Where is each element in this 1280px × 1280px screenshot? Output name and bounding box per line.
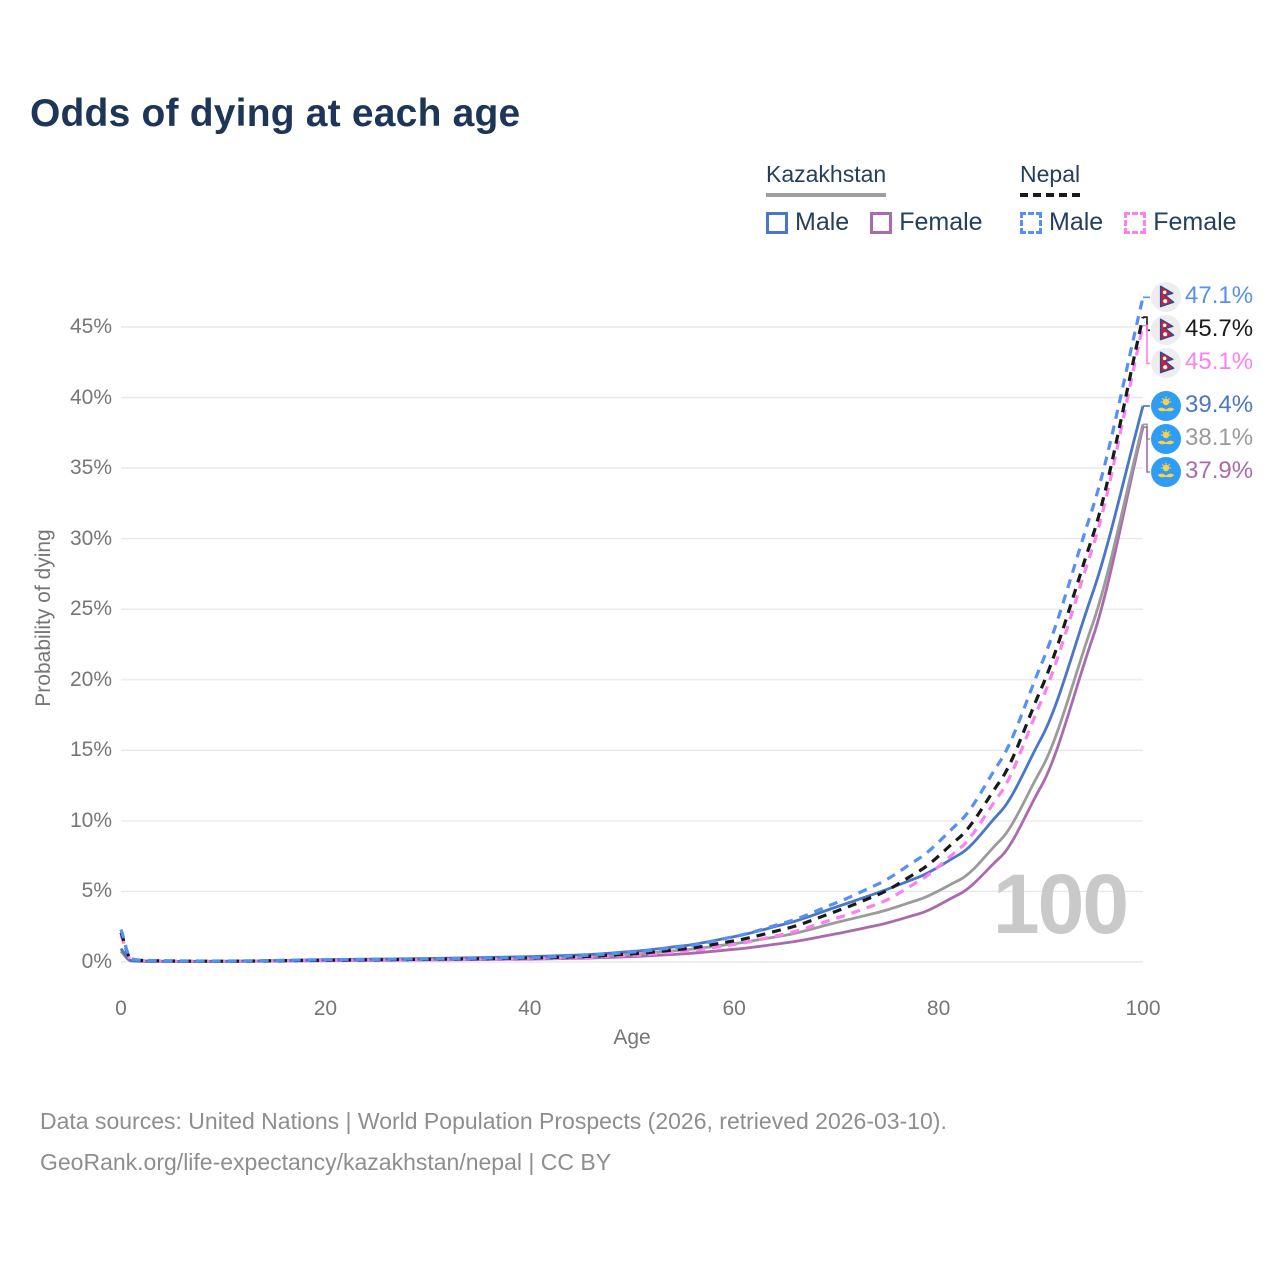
y-tick-label: 10% [69, 808, 112, 832]
end-label-leader [1143, 316, 1150, 332]
kazakhstan-flag-icon [1151, 457, 1181, 487]
attribution-line: GeoRank.org/life-expectancy/kazakhstan/n… [40, 1149, 612, 1175]
legend-country-kazakhstan[interactable]: Kazakhstan [766, 161, 887, 197]
y-tick-label: 0% [81, 950, 112, 973]
x-axis-title: Age [613, 1026, 651, 1049]
chart-title: Odds of dying at each age [30, 92, 521, 135]
end-label-leader [1143, 426, 1150, 473]
kazakhstan-flag-icon [1151, 391, 1181, 421]
y-tick-label: 40% [69, 385, 112, 409]
x-tick-label: 80 [926, 997, 951, 1020]
series-line-nepal-female[interactable] [119, 325, 1145, 963]
legend-group-nepal: Nepal Male Female [1020, 161, 1258, 237]
legend-row-nepal: Male Female [1020, 208, 1258, 237]
end-value-label-nepal-male: 47.1% [1185, 282, 1254, 310]
y-tick-label: 35% [69, 456, 112, 480]
x-tick-label: 100 [1125, 997, 1161, 1020]
legend-swatch-nepal-male[interactable] [1020, 211, 1042, 234]
x-tick-label: 60 [722, 997, 746, 1020]
x-tick-label: 20 [313, 997, 338, 1020]
legend-swatch-kazakhstan-male[interactable] [766, 211, 788, 234]
age-counter-watermark: 100 [992, 857, 1129, 951]
data-source-line: Data sources: United Nations | World Pop… [40, 1108, 947, 1134]
x-tick-label: 0 [115, 997, 127, 1020]
y-tick-label: 5% [81, 879, 112, 903]
legend-country-nepal[interactable]: Nepal [1020, 161, 1081, 197]
legend-row-kazakhstan: Male Female [766, 208, 1004, 237]
series-line-nepal-male[interactable] [119, 296, 1145, 963]
legend-label-nepal-female[interactable]: Female [1153, 208, 1237, 236]
kazakhstan-flag-icon [1151, 424, 1181, 454]
nepal-flag-icon [1151, 315, 1181, 346]
legend-label-kazakhstan-female[interactable]: Female [899, 208, 983, 236]
x-tick-label: 40 [518, 997, 542, 1020]
end-label-leader [1143, 324, 1150, 365]
y-tick-label: 30% [69, 526, 112, 550]
legend-swatch-nepal-female[interactable] [1124, 211, 1147, 234]
end-value-label-nepal-both: 45.7% [1185, 315, 1254, 343]
y-tick-label: 25% [69, 597, 112, 621]
legend-label-nepal-male[interactable]: Male [1049, 208, 1104, 236]
y-tick-label: 20% [69, 667, 112, 691]
legend-label-kazakhstan-male[interactable]: Male [795, 208, 850, 236]
end-value-label-kazakhstan-female: 37.9% [1185, 457, 1254, 484]
end-value-label-kazakhstan-male: 39.4% [1185, 391, 1254, 418]
legend-swatch-kazakhstan-female[interactable] [870, 211, 893, 234]
end-value-label-kazakhstan-both: 38.1% [1185, 424, 1254, 451]
y-tick-label: 45% [69, 315, 112, 338]
end-value-label-nepal-female: 45.1% [1185, 348, 1254, 376]
nepal-flag-icon [1151, 348, 1181, 379]
nepal-flag-icon [1151, 282, 1181, 313]
legend-group-kazakhstan: Kazakhstan Male Female [766, 161, 1004, 237]
y-tick-label: 15% [69, 738, 112, 762]
